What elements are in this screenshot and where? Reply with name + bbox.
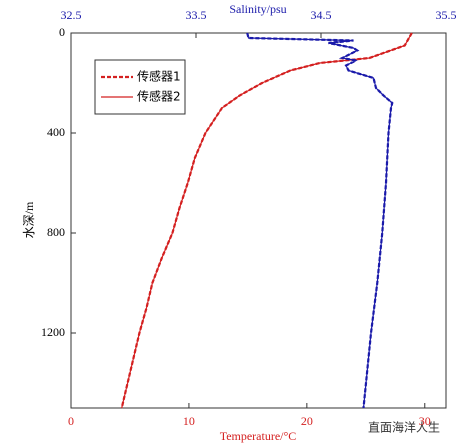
- profile-line: [246, 32, 393, 409]
- legend-box: [94, 59, 186, 115]
- y-tick-label: 0: [59, 25, 65, 39]
- y-tick-label: 800: [47, 225, 65, 239]
- legend-label: 传感器2: [137, 89, 181, 104]
- x-axis-title: Temperature/°C: [220, 429, 297, 443]
- x-tick-label: 0: [68, 414, 74, 428]
- x2-axis-title: Salinity/psu: [229, 2, 286, 16]
- x2-tick-label: 35.5: [436, 8, 457, 22]
- profile-line: [121, 32, 413, 409]
- profile-line: [246, 32, 394, 409]
- x-tick-label: 20: [301, 414, 313, 428]
- x-tick-label: 30: [419, 414, 431, 428]
- x2-tick-label: 32.5: [61, 8, 82, 22]
- x2-tick-label: 34.5: [311, 8, 332, 22]
- x-tick-label: 10: [183, 414, 195, 428]
- watermark: 直面海洋人生: [368, 420, 440, 435]
- x2-tick-label: 33.5: [186, 8, 207, 22]
- legend-label: 传感器1: [137, 69, 181, 84]
- y-axis-title: 水深/m: [22, 201, 36, 238]
- y-tick-label: 1200: [41, 325, 65, 339]
- y-tick-label: 400: [47, 125, 65, 139]
- plot-frame: [70, 32, 447, 409]
